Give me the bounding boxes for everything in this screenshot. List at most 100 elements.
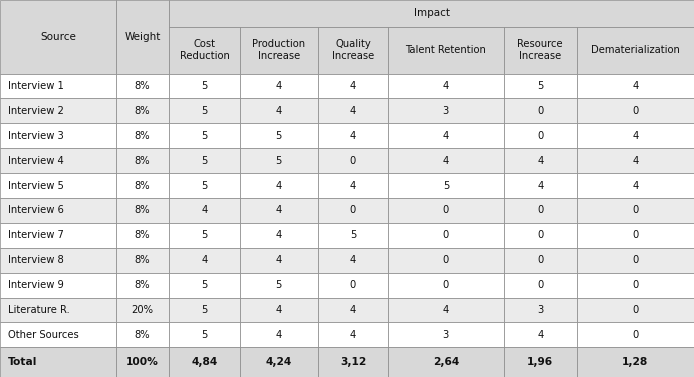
Bar — [169, 27, 239, 74]
Bar — [116, 347, 169, 377]
Bar — [0, 248, 116, 273]
Text: 8%: 8% — [135, 255, 151, 265]
Bar — [239, 198, 318, 223]
Bar — [0, 123, 116, 148]
Bar — [504, 248, 577, 273]
Text: 4,24: 4,24 — [266, 357, 292, 367]
Bar — [0, 273, 116, 297]
Text: 8%: 8% — [135, 131, 151, 141]
Text: 5: 5 — [537, 81, 543, 91]
Text: 0: 0 — [632, 280, 638, 290]
Bar — [239, 98, 318, 123]
Bar — [318, 123, 388, 148]
Bar — [169, 198, 239, 223]
Text: 4: 4 — [537, 181, 543, 190]
Text: 8%: 8% — [135, 230, 151, 240]
Text: 5: 5 — [201, 156, 208, 166]
Text: 4: 4 — [350, 106, 356, 116]
Text: Interview 9: Interview 9 — [8, 280, 64, 290]
Text: 2,64: 2,64 — [433, 357, 459, 367]
Text: 8%: 8% — [135, 205, 151, 215]
Bar — [169, 173, 239, 198]
Bar — [169, 223, 239, 248]
Text: Interview 7: Interview 7 — [8, 230, 64, 240]
Text: 4: 4 — [276, 305, 282, 315]
Text: Source: Source — [40, 32, 76, 42]
Text: 5: 5 — [201, 330, 208, 340]
Text: 4: 4 — [276, 81, 282, 91]
Bar — [318, 74, 388, 98]
Text: 4: 4 — [276, 205, 282, 215]
Text: 3: 3 — [443, 106, 449, 116]
Text: 4: 4 — [537, 156, 543, 166]
Text: 5: 5 — [350, 230, 356, 240]
Bar — [169, 347, 239, 377]
Bar — [0, 173, 116, 198]
Text: 4: 4 — [276, 230, 282, 240]
Bar — [577, 297, 694, 322]
Text: 100%: 100% — [126, 357, 159, 367]
Bar — [0, 223, 116, 248]
Text: 5: 5 — [201, 106, 208, 116]
Text: 0: 0 — [632, 106, 638, 116]
Text: 4: 4 — [632, 131, 638, 141]
Text: 8%: 8% — [135, 181, 151, 190]
Text: 4: 4 — [350, 181, 356, 190]
Bar — [318, 273, 388, 297]
Text: 4: 4 — [276, 255, 282, 265]
Text: 0: 0 — [443, 205, 449, 215]
Text: 1,96: 1,96 — [527, 357, 553, 367]
Bar — [169, 273, 239, 297]
Bar — [116, 198, 169, 223]
Text: 5: 5 — [443, 181, 449, 190]
Bar — [318, 173, 388, 198]
Bar — [239, 223, 318, 248]
Bar — [388, 148, 504, 173]
Bar — [116, 223, 169, 248]
Bar — [318, 223, 388, 248]
Bar — [169, 98, 239, 123]
Text: 4: 4 — [443, 81, 449, 91]
Bar — [504, 74, 577, 98]
Bar — [239, 248, 318, 273]
Bar — [239, 347, 318, 377]
Bar — [504, 322, 577, 347]
Text: 5: 5 — [201, 131, 208, 141]
Text: 4: 4 — [350, 330, 356, 340]
Text: 5: 5 — [201, 280, 208, 290]
Text: 4: 4 — [632, 81, 638, 91]
Bar — [0, 198, 116, 223]
Bar — [504, 123, 577, 148]
Text: Talent Retention: Talent Retention — [405, 45, 486, 55]
Text: 3: 3 — [537, 305, 543, 315]
Bar — [318, 297, 388, 322]
Text: 4: 4 — [443, 156, 449, 166]
Text: 3: 3 — [443, 330, 449, 340]
Bar — [169, 297, 239, 322]
Text: 1,28: 1,28 — [623, 357, 649, 367]
Bar — [388, 297, 504, 322]
Text: 5: 5 — [201, 305, 208, 315]
Bar — [239, 273, 318, 297]
Bar — [169, 148, 239, 173]
Text: 0: 0 — [537, 255, 543, 265]
Bar — [504, 98, 577, 123]
Text: 0: 0 — [443, 255, 449, 265]
Bar — [577, 273, 694, 297]
Text: Literature R.: Literature R. — [8, 305, 70, 315]
Bar — [577, 123, 694, 148]
Text: 3,12: 3,12 — [340, 357, 366, 367]
Text: Interview 8: Interview 8 — [8, 255, 64, 265]
Bar — [577, 198, 694, 223]
Bar — [239, 173, 318, 198]
Bar — [504, 173, 577, 198]
Bar — [388, 347, 504, 377]
Text: 0: 0 — [537, 230, 543, 240]
Bar — [577, 27, 694, 74]
Text: 4: 4 — [443, 131, 449, 141]
Bar — [169, 322, 239, 347]
Text: 5: 5 — [201, 181, 208, 190]
Text: 4: 4 — [632, 181, 638, 190]
Text: 8%: 8% — [135, 280, 151, 290]
Bar — [116, 273, 169, 297]
